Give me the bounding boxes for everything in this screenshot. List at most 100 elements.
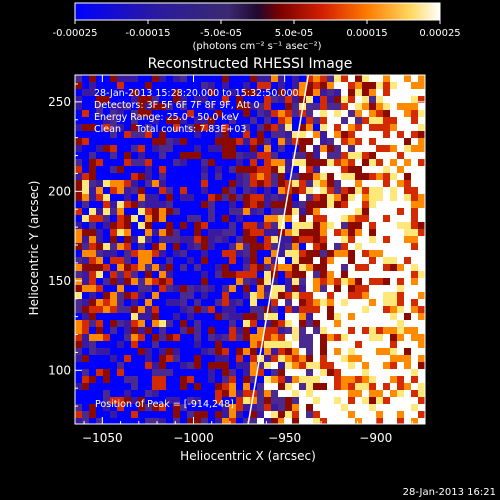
- heatmap-cell: [320, 243, 328, 251]
- colorbar-units: (photons cm⁻² s⁻¹ asec⁻²): [192, 41, 321, 52]
- heatmap-cell: [180, 243, 188, 251]
- heatmap-cell: [341, 313, 349, 321]
- heatmap-cell: [236, 110, 244, 118]
- heatmap-cell: [299, 180, 307, 188]
- heatmap-cell: [215, 96, 223, 104]
- heatmap-cell: [411, 124, 419, 132]
- heatmap-cell: [313, 334, 321, 342]
- heatmap-cell: [271, 411, 279, 419]
- heatmap-cell: [215, 201, 223, 209]
- heatmap-cell: [131, 180, 139, 188]
- heatmap-cell: [348, 89, 356, 97]
- heatmap-cell: [299, 348, 307, 356]
- heatmap-cell: [173, 418, 181, 424]
- heatmap-cell: [117, 229, 125, 237]
- heatmap-cell: [208, 194, 216, 202]
- heatmap-cell: [201, 320, 209, 328]
- heatmap-cell: [222, 159, 230, 167]
- heatmap-cell: [306, 299, 314, 307]
- heatmap-cell: [173, 250, 181, 258]
- heatmap-cell: [152, 404, 160, 412]
- heatmap-cell: [376, 159, 384, 167]
- heatmap-cell: [390, 285, 398, 293]
- heatmap-cell: [320, 257, 328, 265]
- heatmap-cell: [201, 201, 209, 209]
- info-line-time: 28-Jan-2013 15:28:20.000 to 15:32:50.000: [94, 88, 299, 99]
- heatmap-cell: [334, 264, 342, 272]
- heatmap-cell: [348, 299, 356, 307]
- heatmap-cell: [173, 243, 181, 251]
- heatmap-cell: [369, 306, 377, 314]
- heatmap-cell: [285, 96, 293, 104]
- heatmap-cell: [271, 362, 279, 370]
- heatmap-cell: [201, 341, 209, 349]
- heatmap-cell: [390, 313, 398, 321]
- heatmap-cell: [159, 152, 167, 160]
- heatmap-cell: [418, 341, 425, 349]
- heatmap-cell: [215, 320, 223, 328]
- heatmap-cell: [390, 362, 398, 370]
- heatmap-cell: [180, 341, 188, 349]
- footer-timestamp: 28-Jan-2013 16:21: [403, 487, 496, 498]
- heatmap-cell: [264, 96, 272, 104]
- heatmap-cell: [348, 229, 356, 237]
- heatmap-cell: [187, 250, 195, 258]
- heatmap-cell: [243, 236, 251, 244]
- heatmap-cell: [292, 187, 300, 195]
- heatmap-cell: [257, 362, 265, 370]
- heatmap-cell: [138, 75, 146, 83]
- heatmap-cell: [103, 390, 111, 398]
- heatmap-cell: [341, 404, 349, 412]
- heatmap-cell: [418, 180, 425, 188]
- heatmap-cell: [397, 411, 405, 419]
- heatmap-cell: [411, 145, 419, 153]
- heatmap-cell: [404, 75, 412, 83]
- heatmap-cell: [243, 362, 251, 370]
- heatmap-cell: [152, 362, 160, 370]
- heatmap-cell: [404, 89, 412, 97]
- heatmap-cell: [362, 110, 370, 118]
- heatmap-cell: [327, 292, 335, 300]
- heatmap-cell: [208, 320, 216, 328]
- heatmap-cell: [376, 327, 384, 335]
- heatmap-cell: [418, 271, 425, 279]
- heatmap-cell: [418, 152, 425, 160]
- heatmap-cell: [411, 89, 419, 97]
- heatmap-cell: [110, 229, 118, 237]
- heatmap-cell: [271, 271, 279, 279]
- heatmap-cell: [229, 166, 237, 174]
- heatmap-cell: [215, 117, 223, 125]
- heatmap-cell: [215, 208, 223, 216]
- heatmap-cell: [327, 418, 335, 424]
- heatmap-cell: [222, 397, 230, 405]
- heatmap-cell: [75, 348, 83, 356]
- heatmap-cell: [75, 208, 83, 216]
- heatmap-cell: [159, 327, 167, 335]
- heatmap-cell: [131, 138, 139, 146]
- heatmap-cell: [215, 341, 223, 349]
- heatmap-cell: [145, 390, 153, 398]
- heatmap-cell: [327, 299, 335, 307]
- heatmap-cell: [285, 411, 293, 419]
- heatmap-cell: [96, 362, 104, 370]
- heatmap-cell: [187, 110, 195, 118]
- heatmap-cell: [334, 187, 342, 195]
- heatmap-cell: [250, 327, 258, 335]
- heatmap-cell: [299, 257, 307, 265]
- heatmap-cell: [271, 201, 279, 209]
- heatmap-cell: [355, 96, 363, 104]
- heatmap-cell: [180, 131, 188, 139]
- heatmap-cell: [285, 173, 293, 181]
- heatmap-cell: [397, 110, 405, 118]
- heatmap-cell: [348, 187, 356, 195]
- heatmap-cell: [138, 138, 146, 146]
- heatmap-cell: [306, 369, 314, 377]
- heatmap-cell: [131, 110, 139, 118]
- heatmap-cell: [320, 264, 328, 272]
- heatmap-cell: [348, 208, 356, 216]
- heatmap-cell: [89, 362, 97, 370]
- heatmap-cell: [292, 173, 300, 181]
- heatmap-cell: [362, 369, 370, 377]
- heatmap-cell: [341, 201, 349, 209]
- heatmap-cell: [306, 236, 314, 244]
